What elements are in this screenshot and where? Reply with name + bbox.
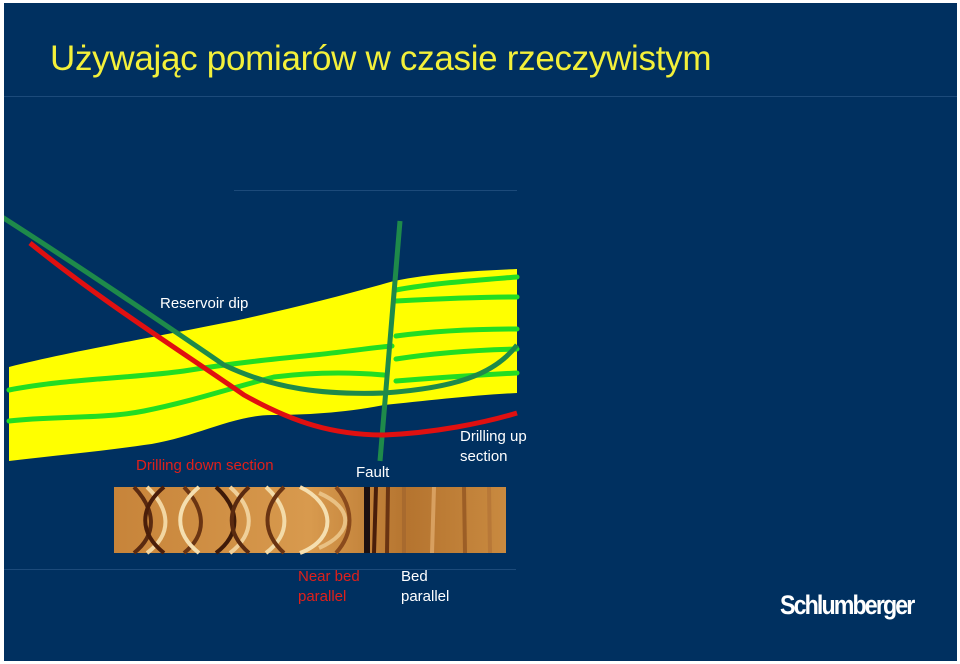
bed-parallel-label: Bed parallel [401,568,450,605]
bed-boundary-3 [393,274,520,293]
bed-boundary-2 [6,370,387,424]
slide: Używając pomiarów w czasie rzeczywistym [4,3,957,661]
diagram-top-divider [234,190,517,191]
bed-boundary-4 [393,294,520,304]
well-path-drilling-down [28,241,518,438]
diagram-bottom-divider [4,569,516,570]
bed-boundary-7 [393,370,520,384]
fault-label: Fault [356,464,390,481]
drilling-up-label: Drilling up section [460,428,527,465]
near-bed-parallel-label: Near bed parallel [298,568,360,605]
drilling-down-label: Drilling down section [136,457,274,474]
well-path-drilling-up [4,215,519,396]
title-divider [4,96,957,97]
bed-boundary-5 [393,326,520,339]
fault-line [377,220,403,462]
bed-boundary-6 [393,346,520,362]
schlumberger-logo: Schlumberger [780,590,915,620]
image-log-strip [114,485,506,555]
reservoir-dip-label: Reservoir dip [160,295,249,312]
cross-section-diagram [4,215,520,555]
slide-title: Używając pomiarów w czasie rzeczywistym [50,39,712,78]
